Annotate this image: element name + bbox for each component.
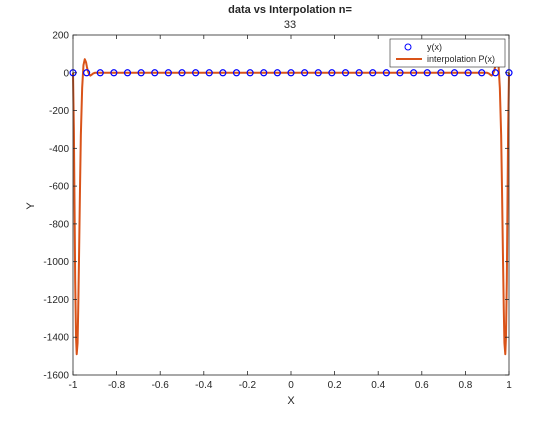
chart-subtitle: 33 (284, 19, 296, 31)
legend-interp-label: interpolation P(x) (427, 54, 495, 64)
series-data-points (69, 69, 513, 77)
data-point (423, 69, 431, 77)
x-tick-label: 0.4 (371, 380, 385, 391)
y-tick-label: -800 (49, 219, 69, 230)
legend-data-label: y(x) (427, 42, 442, 52)
data-point (450, 69, 459, 77)
data-point (137, 69, 145, 77)
y-tick-label: -1400 (43, 333, 69, 344)
series-interpolation (72, 58, 510, 356)
data-point (192, 69, 200, 77)
data-point (410, 69, 418, 77)
data-point (341, 69, 350, 77)
y-tick-label: -200 (49, 106, 69, 117)
x-tick-label: 0.6 (415, 380, 429, 391)
data-point (164, 69, 172, 77)
legend: y(x) interpolation P(x) (389, 38, 506, 68)
chart-title: data vs Interpolation n= (228, 4, 352, 16)
x-tick-label: -0.8 (108, 380, 126, 391)
x-tick-label: -0.2 (239, 380, 257, 391)
data-point (260, 69, 268, 77)
data-point (232, 69, 241, 77)
y-tick-label: -1600 (43, 371, 69, 382)
data-point (382, 69, 390, 77)
data-point (246, 69, 254, 77)
data-point (396, 69, 404, 77)
y-tick-label: 0 (63, 68, 69, 79)
data-point (328, 69, 336, 77)
data-point (123, 69, 132, 77)
data-point (178, 69, 186, 77)
data-point (491, 69, 499, 77)
data-point (83, 69, 91, 77)
data-point (478, 69, 486, 77)
data-point (287, 69, 295, 77)
y-tick-label: -1000 (43, 257, 69, 268)
y-tick-label: -600 (49, 182, 69, 193)
x-tick-label: 0.8 (458, 380, 472, 391)
x-tick-label: 0.2 (328, 380, 342, 391)
legend-box (389, 38, 506, 68)
x-tick-label: 1 (506, 380, 512, 391)
y-tick-label: -400 (49, 144, 69, 155)
data-point (301, 69, 309, 77)
data-point (151, 69, 159, 77)
x-tick-label: -1 (69, 380, 78, 391)
data-point (219, 69, 227, 77)
plot-area (73, 35, 509, 375)
data-point (369, 69, 377, 77)
legend-data-marker (404, 43, 412, 51)
data-point (205, 69, 213, 77)
data-point (96, 69, 104, 77)
data-point (355, 69, 363, 77)
interpolation-line (72, 58, 510, 356)
y-tick-label: -1200 (43, 295, 69, 306)
y-axis-label: Y (25, 202, 37, 210)
data-point (314, 69, 322, 77)
y-tick-label: 200 (52, 31, 69, 42)
data-point (464, 69, 472, 77)
y-axis-ticks: 200 0 -200 -400 -600 -800 -1000 -1200 -1400 -1600 (43, 31, 509, 382)
x-tick-label: 0 (288, 380, 294, 391)
x-tick-label: -0.4 (195, 380, 213, 391)
data-point (110, 69, 118, 77)
data-point (437, 69, 445, 77)
x-axis-label: X (287, 395, 295, 407)
data-point (273, 69, 281, 77)
x-tick-label: -0.6 (152, 380, 170, 391)
x-axis-ticks: -1 -0.8 -0.6 -0.4 -0.2 0 0.2 0.4 0.6 0.8 1 (69, 35, 512, 391)
